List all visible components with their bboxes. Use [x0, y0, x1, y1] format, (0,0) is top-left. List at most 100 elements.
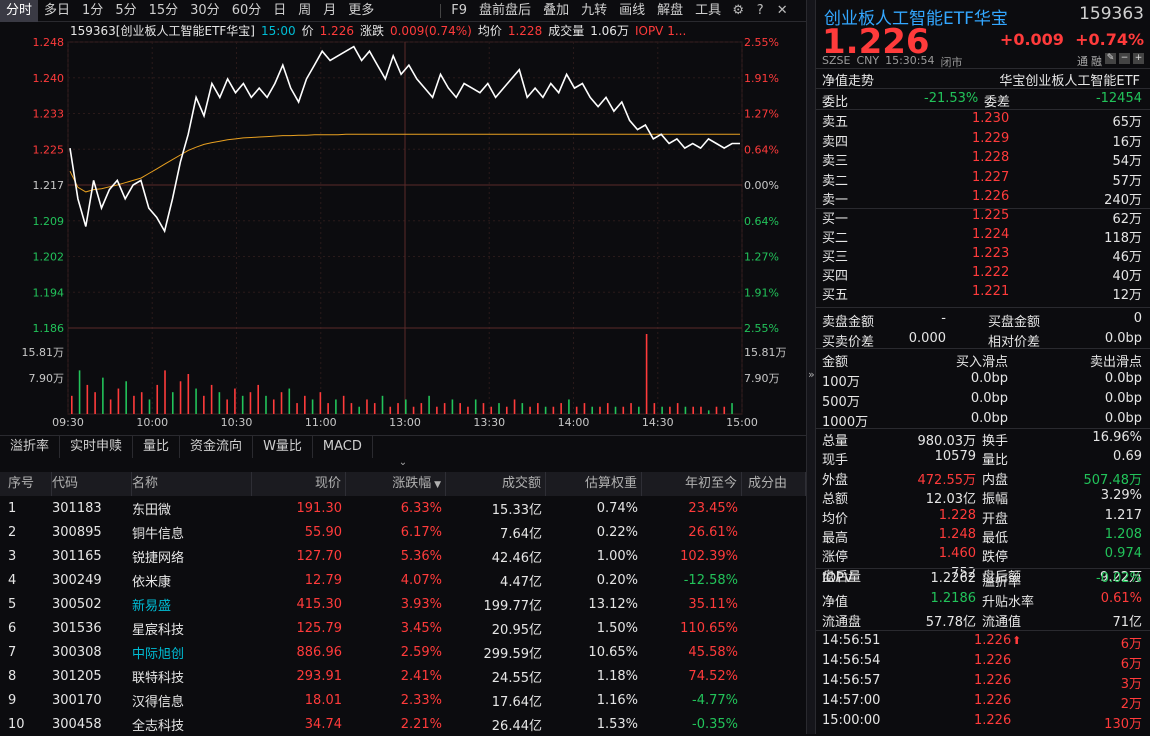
edit-icon[interactable]: ✎ — [1105, 53, 1116, 64]
x-tick-label: 14:30 — [642, 416, 674, 429]
settings-gear-icon[interactable]: ⚙ — [732, 3, 744, 18]
period-tab-0[interactable]: 分时 — [0, 0, 39, 22]
th-weight[interactable]: 估算权重 — [546, 472, 642, 496]
avg-price-line — [69, 133, 740, 193]
plus-icon[interactable]: + — [1133, 53, 1144, 64]
th-amount[interactable]: 成交额 — [446, 472, 546, 496]
period-tab-5[interactable]: 30分 — [190, 2, 220, 18]
stat-row-c1: 1.228 — [938, 507, 976, 523]
period-tab-9[interactable]: 月 — [323, 2, 337, 18]
tick-row-c1: 1.226 — [974, 673, 1012, 688]
volume-bar — [179, 381, 182, 414]
volume-bar — [288, 388, 291, 414]
ask-level-2-c0: 卖二 — [822, 173, 849, 189]
volume-bar — [265, 395, 267, 414]
panel-splitter[interactable]: » — [806, 0, 816, 734]
indicator-tab-3[interactable]: 资金流向 — [180, 435, 254, 458]
iopv-row-c3: -0.02% — [1096, 571, 1142, 586]
period-tab-8[interactable]: 周 — [298, 2, 312, 18]
table-row[interactable]: 1 301183 东田微 191.30 6.33% 15.33亿 0.74% 23.45% — [0, 496, 806, 520]
indicator-tab-5[interactable]: MACD — [313, 435, 373, 458]
th-code[interactable]: 代码 — [52, 472, 132, 496]
th-no[interactable]: 序号 — [0, 472, 52, 496]
period-tab-4[interactable]: 15分 — [148, 2, 179, 18]
table-row[interactable]: 10 300458 全志科技 34.74 2.21% 26.44亿 1.53% -0.35% — [0, 712, 806, 736]
cell-chg: 2.21% — [400, 716, 442, 732]
volume-bar — [645, 334, 648, 414]
x-tick-label: 10:00 — [136, 416, 168, 429]
close-icon[interactable]: ✕ — [776, 3, 788, 18]
bid-level-2-c2: 118万 — [1104, 231, 1142, 246]
th-price[interactable]: 现价 — [252, 472, 346, 496]
table-row[interactable]: 7 300308 中际旭创 886.96 2.59% 299.59亿 10.65% 45.58… — [0, 640, 806, 664]
th-name[interactable]: 名称 — [132, 472, 252, 496]
intraday-chart[interactable]: 1.248 2.55% 1.240 1.91% 1.233 1.27% 1.225 0.64%… — [0, 22, 806, 434]
volume-bar — [171, 392, 174, 414]
th-ytd[interactable]: 年初至今 — [642, 472, 742, 496]
cell-amount: 17.64亿 — [491, 694, 542, 710]
table-row[interactable]: 4 300249 依米康 12.79 4.07% 4.47亿 0.20% -12.58% — [0, 568, 806, 592]
volume-bar — [428, 395, 430, 414]
cell-no: 7 — [8, 644, 17, 660]
collapse-chevron-icon[interactable]: ⌄ — [398, 457, 408, 468]
indicator-tab-2[interactable]: 量比 — [133, 435, 181, 458]
x-tick-label: 13:30 — [473, 416, 505, 429]
indicator-tab-1[interactable]: 实时申赎 — [60, 435, 134, 458]
period-tab-7[interactable]: 日 — [273, 2, 287, 18]
tick-row-c2: 130万 — [1104, 717, 1142, 732]
tool-button-4[interactable]: 画线 — [619, 2, 646, 18]
cell-name[interactable]: 东田微 — [132, 502, 172, 518]
table-row[interactable]: 8 301205 联特科技 293.91 2.41% 24.55亿 1.18% 74.52% — [0, 664, 806, 688]
tool-button-0[interactable]: F9 — [451, 2, 468, 18]
ask-level-2-c2: 57万 — [1112, 173, 1142, 189]
period-tab-1[interactable]: 多日 — [44, 2, 71, 18]
cell-name[interactable]: 锐捷网络 — [132, 550, 185, 566]
tool-button-2[interactable]: 叠加 — [543, 2, 570, 18]
cell-name[interactable]: 铜牛信息 — [132, 526, 185, 542]
volume-bar — [591, 406, 594, 414]
tool-button-6[interactable]: 工具 — [695, 2, 722, 18]
cell-price: 12.79 — [304, 572, 342, 588]
cell-name[interactable]: 新易盛 — [132, 598, 172, 614]
table-row[interactable]: 3 301165 锐捷网络 127.70 5.36% 42.46亿 1.00% 102.39% — [0, 544, 806, 568]
period-tab-3[interactable]: 5分 — [115, 2, 137, 18]
table-row[interactable]: 5 300502 新易盛 415.30 3.93% 199.77亿 13.12% 35.11% — [0, 592, 806, 616]
cell-name[interactable]: 联特科技 — [132, 670, 185, 686]
cell-name[interactable]: 依米康 — [132, 574, 172, 590]
period-tab-6[interactable]: 60分 — [231, 2, 262, 18]
cell-name[interactable]: 星宸科技 — [132, 622, 185, 638]
cell-name[interactable]: 中际旭创 — [132, 646, 185, 662]
tool-button-5[interactable]: 解盘 — [657, 2, 684, 18]
expand-arrow-icon: » — [808, 368, 815, 381]
cell-weight: 0.20% — [596, 572, 638, 588]
cell-name[interactable]: 全志科技 — [132, 718, 185, 734]
volume-bar — [148, 399, 151, 414]
cell-amount: 24.55亿 — [491, 670, 542, 686]
table-row[interactable]: 9 300170 汉得信息 18.01 2.33% 17.64亿 1.16% -4.77% — [0, 688, 806, 712]
spread-row: 买卖价差 0.000 相对价差 0.0bp — [816, 330, 1150, 350]
tool-button-3[interactable]: 九转 — [581, 2, 608, 18]
spread-row-c1: 0.000 — [908, 331, 946, 346]
tool-button-1[interactable]: 盘前盘后 — [479, 2, 532, 18]
th-chg[interactable]: 涨跌幅 ▼ — [346, 472, 446, 496]
minus-icon[interactable]: − — [1119, 53, 1130, 64]
divider — [816, 428, 1150, 429]
indicator-tab-4[interactable]: W量比 — [253, 435, 313, 458]
indicator-tab-0[interactable]: 溢折率 — [0, 435, 61, 458]
divider — [816, 568, 1150, 569]
cell-name[interactable]: 汉得信息 — [132, 694, 185, 710]
rong-badge: 融 — [1091, 55, 1102, 68]
help-icon[interactable]: ? — [756, 3, 764, 18]
period-tab-2[interactable]: 1分 — [82, 2, 104, 18]
table-row[interactable]: 6 301536 星宸科技 125.79 3.45% 20.95亿 1.50% 110.65% — [0, 616, 806, 640]
panel-sub-info: SZSE CNY 15:30:54 闭市 — [822, 54, 963, 70]
spread-row-c3: 0.0bp — [1104, 331, 1142, 346]
volume-bar — [234, 388, 236, 414]
ask-level-1-c1: 1.226 — [972, 189, 1010, 204]
cell-chg: 3.45% — [400, 620, 442, 636]
nav-row-c0: 净值走势 — [822, 74, 875, 89]
ask-level-5-c2: 65万 — [1112, 115, 1142, 130]
table-row[interactable]: 2 300895 铜牛信息 55.90 6.17% 7.64亿 0.22% 26.61% — [0, 520, 806, 544]
period-tab-10[interactable]: 更多 — [348, 2, 375, 18]
th-more[interactable]: 成分由 — [742, 472, 806, 496]
